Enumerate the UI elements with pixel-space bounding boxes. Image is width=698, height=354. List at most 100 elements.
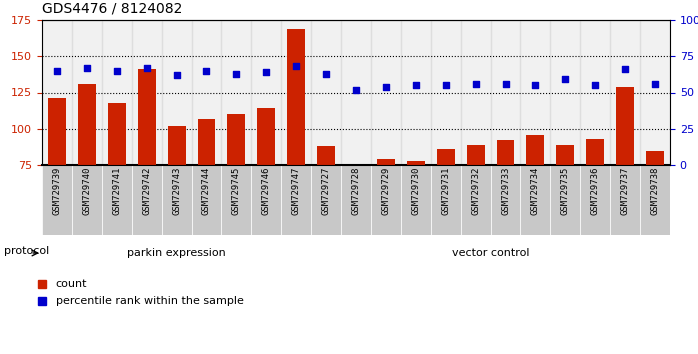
Bar: [198, 119, 216, 165]
Bar: [251, 165, 281, 235]
Bar: [580, 20, 610, 165]
Point: [410, 82, 422, 88]
Text: GSM729728: GSM729728: [352, 167, 360, 216]
Bar: [78, 84, 96, 165]
Bar: [281, 165, 311, 235]
Bar: [287, 29, 305, 165]
Text: vector control: vector control: [452, 248, 529, 258]
Bar: [281, 20, 311, 165]
Bar: [610, 20, 640, 165]
Bar: [162, 20, 191, 165]
Point: [590, 82, 601, 88]
Text: GSM729734: GSM729734: [531, 167, 540, 216]
Text: GSM729741: GSM729741: [112, 167, 121, 216]
Text: GSM729744: GSM729744: [202, 167, 211, 216]
Bar: [401, 165, 431, 235]
Text: GSM729735: GSM729735: [560, 167, 570, 216]
Bar: [586, 139, 604, 165]
Bar: [341, 165, 371, 235]
Point: [350, 87, 362, 92]
Bar: [102, 165, 132, 235]
Bar: [640, 165, 670, 235]
Point: [111, 68, 122, 74]
Bar: [191, 20, 221, 165]
Text: GSM729747: GSM729747: [292, 167, 301, 216]
Point: [440, 82, 452, 88]
Bar: [461, 165, 491, 235]
Bar: [162, 165, 191, 235]
Bar: [407, 161, 425, 165]
Bar: [491, 165, 521, 235]
Bar: [491, 20, 521, 165]
Bar: [311, 165, 341, 235]
Bar: [48, 98, 66, 165]
Bar: [72, 20, 102, 165]
Bar: [556, 145, 574, 165]
Bar: [371, 20, 401, 165]
Point: [52, 68, 63, 74]
Bar: [221, 20, 251, 165]
Bar: [258, 108, 275, 165]
Text: GSM729746: GSM729746: [262, 167, 271, 216]
Text: GSM729740: GSM729740: [82, 167, 91, 216]
Point: [560, 76, 571, 82]
Text: GSM729730: GSM729730: [411, 167, 420, 216]
Bar: [616, 87, 634, 165]
Text: GSM729739: GSM729739: [52, 167, 61, 216]
Text: protocol: protocol: [4, 246, 50, 257]
Bar: [580, 165, 610, 235]
Bar: [191, 165, 221, 235]
Bar: [646, 150, 664, 165]
Bar: [467, 145, 484, 165]
Text: GSM729733: GSM729733: [501, 167, 510, 216]
Text: GSM729738: GSM729738: [651, 167, 660, 216]
Bar: [610, 165, 640, 235]
Text: GSM729745: GSM729745: [232, 167, 241, 216]
Text: parkin expression: parkin expression: [127, 248, 226, 258]
Bar: [132, 165, 162, 235]
Bar: [317, 146, 335, 165]
Bar: [640, 20, 670, 165]
Text: GSM729727: GSM729727: [322, 167, 331, 216]
Text: percentile rank within the sample: percentile rank within the sample: [56, 296, 244, 306]
Text: GDS4476 / 8124082: GDS4476 / 8124082: [42, 2, 182, 16]
Text: GSM729737: GSM729737: [621, 167, 630, 216]
Text: GSM729736: GSM729736: [591, 167, 600, 216]
Bar: [311, 20, 341, 165]
Bar: [42, 20, 72, 165]
Bar: [132, 20, 162, 165]
Point: [320, 71, 332, 76]
Text: GSM729742: GSM729742: [142, 167, 151, 216]
Point: [81, 65, 92, 71]
Bar: [496, 140, 514, 165]
Text: GSM729729: GSM729729: [381, 167, 390, 216]
Bar: [221, 165, 251, 235]
Bar: [431, 20, 461, 165]
Bar: [401, 20, 431, 165]
Bar: [107, 103, 126, 165]
Point: [171, 72, 182, 78]
Bar: [341, 20, 371, 165]
Bar: [168, 126, 186, 165]
Bar: [42, 165, 72, 235]
Point: [530, 82, 541, 88]
Point: [380, 84, 392, 90]
Bar: [521, 20, 551, 165]
Bar: [521, 165, 551, 235]
Point: [201, 68, 212, 74]
Bar: [526, 135, 544, 165]
Text: GSM729731: GSM729731: [441, 167, 450, 216]
Bar: [138, 69, 156, 165]
Point: [231, 71, 242, 76]
Point: [290, 64, 302, 69]
Bar: [251, 20, 281, 165]
Bar: [461, 20, 491, 165]
Text: count: count: [56, 279, 87, 289]
Point: [649, 81, 660, 87]
Bar: [437, 149, 454, 165]
Bar: [72, 165, 102, 235]
Point: [500, 81, 511, 87]
Point: [620, 67, 631, 72]
Text: GSM729732: GSM729732: [471, 167, 480, 216]
Point: [260, 69, 272, 75]
